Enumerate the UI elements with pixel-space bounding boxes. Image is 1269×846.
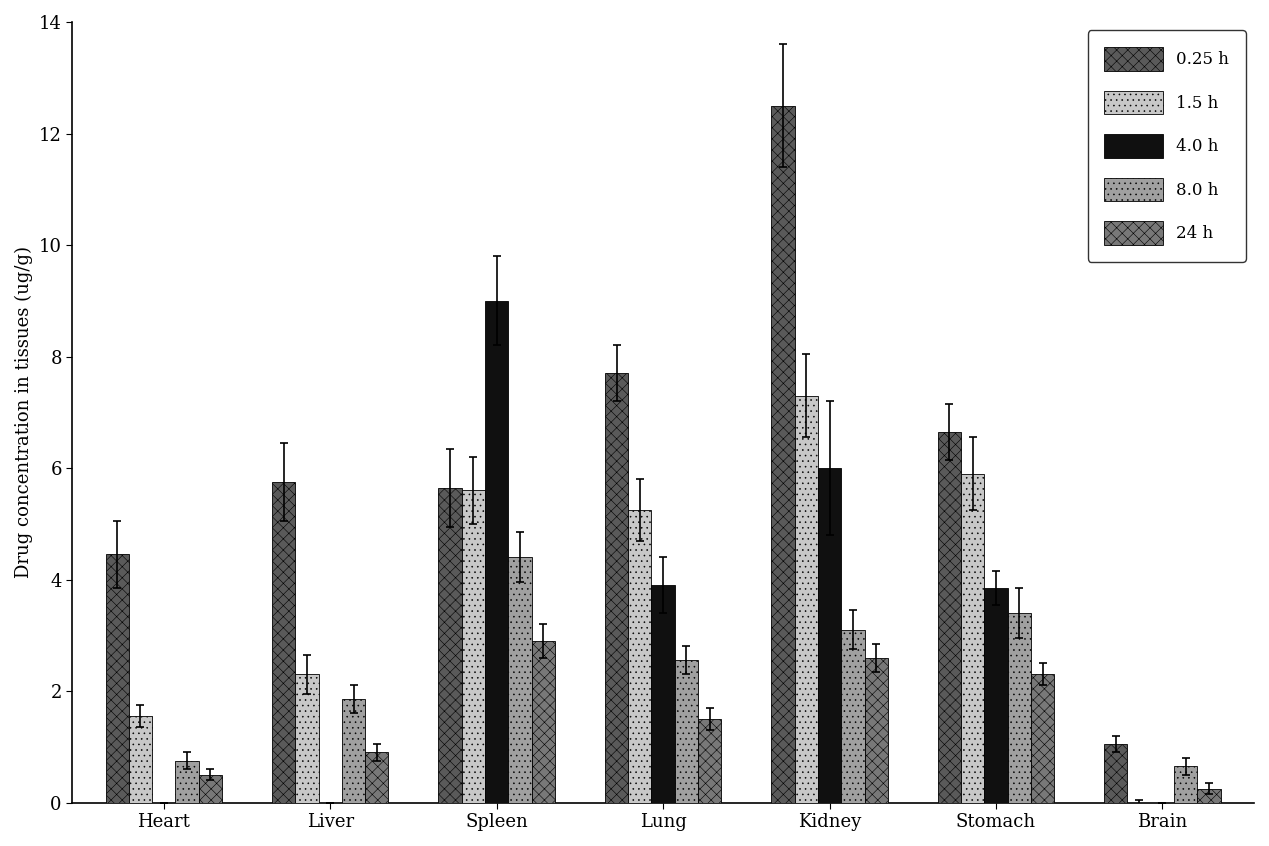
- Bar: [819, 468, 841, 803]
- Bar: [296, 674, 319, 803]
- Bar: [628, 510, 651, 803]
- Bar: [105, 554, 129, 803]
- Bar: [1174, 766, 1198, 803]
- Bar: [1198, 788, 1221, 803]
- Bar: [175, 761, 199, 803]
- Bar: [341, 700, 365, 803]
- Bar: [864, 657, 888, 803]
- Bar: [605, 373, 628, 803]
- Bar: [961, 474, 985, 803]
- Bar: [509, 558, 532, 803]
- Bar: [272, 482, 296, 803]
- Bar: [938, 431, 961, 803]
- Bar: [1030, 674, 1055, 803]
- Bar: [794, 396, 819, 803]
- Bar: [485, 301, 509, 803]
- Bar: [532, 641, 555, 803]
- Bar: [1008, 613, 1030, 803]
- Bar: [985, 588, 1008, 803]
- Bar: [841, 629, 864, 803]
- Y-axis label: Drug concentration in tissues (ug/g): Drug concentration in tissues (ug/g): [15, 246, 33, 579]
- Bar: [651, 585, 675, 803]
- Bar: [675, 661, 698, 803]
- Legend: 0.25 h, 1.5 h, 4.0 h, 8.0 h, 24 h: 0.25 h, 1.5 h, 4.0 h, 8.0 h, 24 h: [1088, 30, 1246, 261]
- Bar: [199, 775, 222, 803]
- Bar: [438, 487, 462, 803]
- Bar: [129, 717, 152, 803]
- Bar: [365, 752, 388, 803]
- Bar: [772, 106, 794, 803]
- Bar: [462, 491, 485, 803]
- Bar: [1104, 744, 1127, 803]
- Bar: [698, 719, 721, 803]
